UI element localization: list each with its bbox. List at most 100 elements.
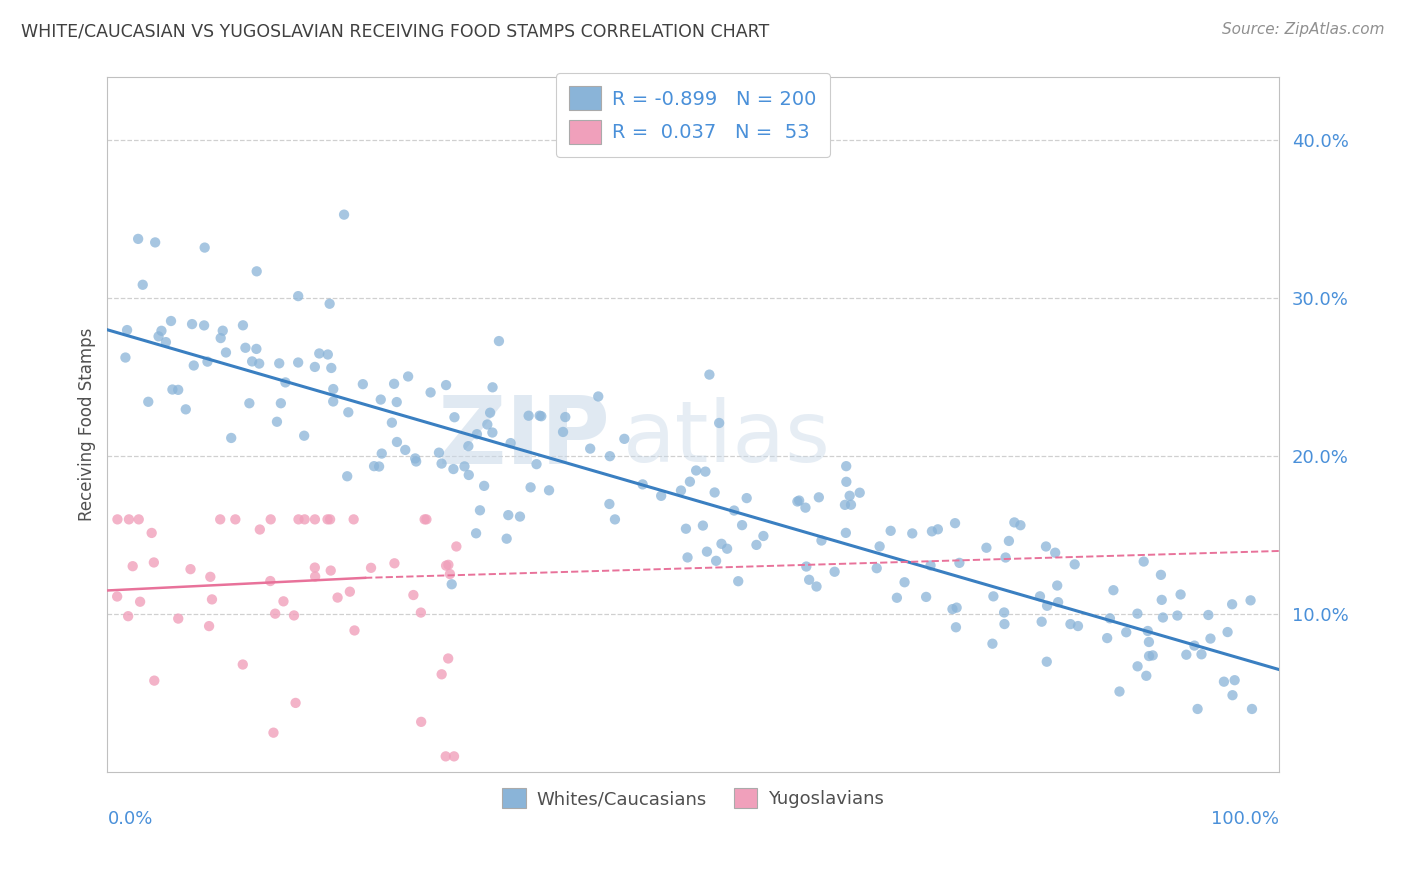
Point bbox=[343, 624, 366, 638]
Point bbox=[270, 396, 292, 410]
Point bbox=[284, 696, 307, 710]
Point bbox=[430, 667, 453, 681]
Point bbox=[1239, 593, 1261, 607]
Point bbox=[498, 508, 520, 522]
Point bbox=[246, 264, 269, 278]
Point bbox=[901, 526, 924, 541]
Point bbox=[129, 595, 152, 609]
Point bbox=[247, 357, 270, 371]
Point bbox=[443, 410, 465, 425]
Point bbox=[197, 354, 219, 368]
Point bbox=[446, 540, 468, 554]
Point bbox=[266, 415, 288, 429]
Point bbox=[235, 341, 257, 355]
Point bbox=[1191, 648, 1213, 662]
Point bbox=[160, 314, 183, 328]
Point bbox=[304, 569, 326, 583]
Point bbox=[699, 368, 721, 382]
Point bbox=[707, 416, 730, 430]
Point bbox=[943, 516, 966, 531]
Point bbox=[1136, 624, 1159, 638]
Point bbox=[499, 436, 522, 450]
Point bbox=[245, 342, 267, 356]
Point bbox=[308, 346, 330, 360]
Point bbox=[1102, 583, 1125, 598]
Point bbox=[141, 525, 163, 540]
Point bbox=[1137, 635, 1160, 649]
Point bbox=[787, 493, 810, 508]
Point bbox=[319, 564, 342, 578]
Text: WHITE/CAUCASIAN VS YUGOSLAVIAN RECEIVING FOOD STAMPS CORRELATION CHART: WHITE/CAUCASIAN VS YUGOSLAVIAN RECEIVING… bbox=[21, 22, 769, 40]
Point bbox=[797, 573, 820, 587]
Point bbox=[1067, 619, 1090, 633]
Point bbox=[215, 345, 238, 359]
Point bbox=[259, 574, 281, 588]
Point bbox=[886, 591, 908, 605]
Point bbox=[181, 317, 204, 331]
Point bbox=[696, 544, 718, 558]
Point bbox=[368, 459, 391, 474]
Point bbox=[115, 323, 138, 337]
Point bbox=[538, 483, 561, 498]
Point bbox=[167, 383, 190, 397]
Point bbox=[1115, 625, 1137, 640]
Point bbox=[1126, 659, 1149, 673]
Point bbox=[413, 512, 436, 526]
Point bbox=[915, 590, 938, 604]
Point bbox=[232, 657, 254, 672]
Point bbox=[1047, 595, 1070, 609]
Point bbox=[264, 607, 287, 621]
Point bbox=[835, 459, 858, 474]
Point bbox=[704, 554, 727, 568]
Point bbox=[1197, 607, 1219, 622]
Point bbox=[333, 208, 356, 222]
Point bbox=[1187, 702, 1209, 716]
Point bbox=[1132, 555, 1154, 569]
Point bbox=[238, 396, 260, 410]
Point bbox=[128, 512, 150, 526]
Point bbox=[441, 462, 464, 476]
Point bbox=[599, 449, 621, 463]
Point bbox=[735, 491, 758, 505]
Point bbox=[1170, 587, 1192, 601]
Point bbox=[650, 489, 672, 503]
Point bbox=[121, 559, 143, 574]
Point bbox=[1046, 578, 1069, 592]
Point bbox=[1035, 540, 1057, 554]
Point bbox=[360, 561, 382, 575]
Point bbox=[920, 558, 942, 573]
Point bbox=[879, 524, 901, 538]
Point bbox=[321, 361, 343, 376]
Point bbox=[839, 498, 862, 512]
Point bbox=[981, 637, 1004, 651]
Point bbox=[162, 383, 184, 397]
Text: Source: ZipAtlas.com: Source: ZipAtlas.com bbox=[1222, 22, 1385, 37]
Point bbox=[319, 512, 342, 526]
Point bbox=[1220, 597, 1243, 611]
Point bbox=[529, 409, 551, 423]
Point bbox=[488, 334, 510, 348]
Point bbox=[336, 469, 359, 483]
Point bbox=[703, 485, 725, 500]
Point bbox=[394, 442, 416, 457]
Point bbox=[148, 329, 170, 343]
Point bbox=[1135, 669, 1157, 683]
Point bbox=[998, 533, 1021, 548]
Point bbox=[519, 480, 541, 494]
Point bbox=[219, 431, 242, 445]
Point bbox=[1059, 617, 1081, 632]
Point bbox=[457, 439, 479, 453]
Point bbox=[402, 588, 425, 602]
Point bbox=[631, 477, 654, 491]
Point bbox=[731, 518, 754, 533]
Point bbox=[434, 558, 457, 573]
Point bbox=[287, 512, 309, 526]
Point bbox=[142, 556, 165, 570]
Point bbox=[983, 590, 1005, 604]
Point bbox=[481, 425, 503, 440]
Point bbox=[745, 538, 768, 552]
Point bbox=[443, 749, 465, 764]
Text: atlas: atlas bbox=[623, 397, 831, 480]
Point bbox=[352, 377, 374, 392]
Point bbox=[209, 512, 232, 526]
